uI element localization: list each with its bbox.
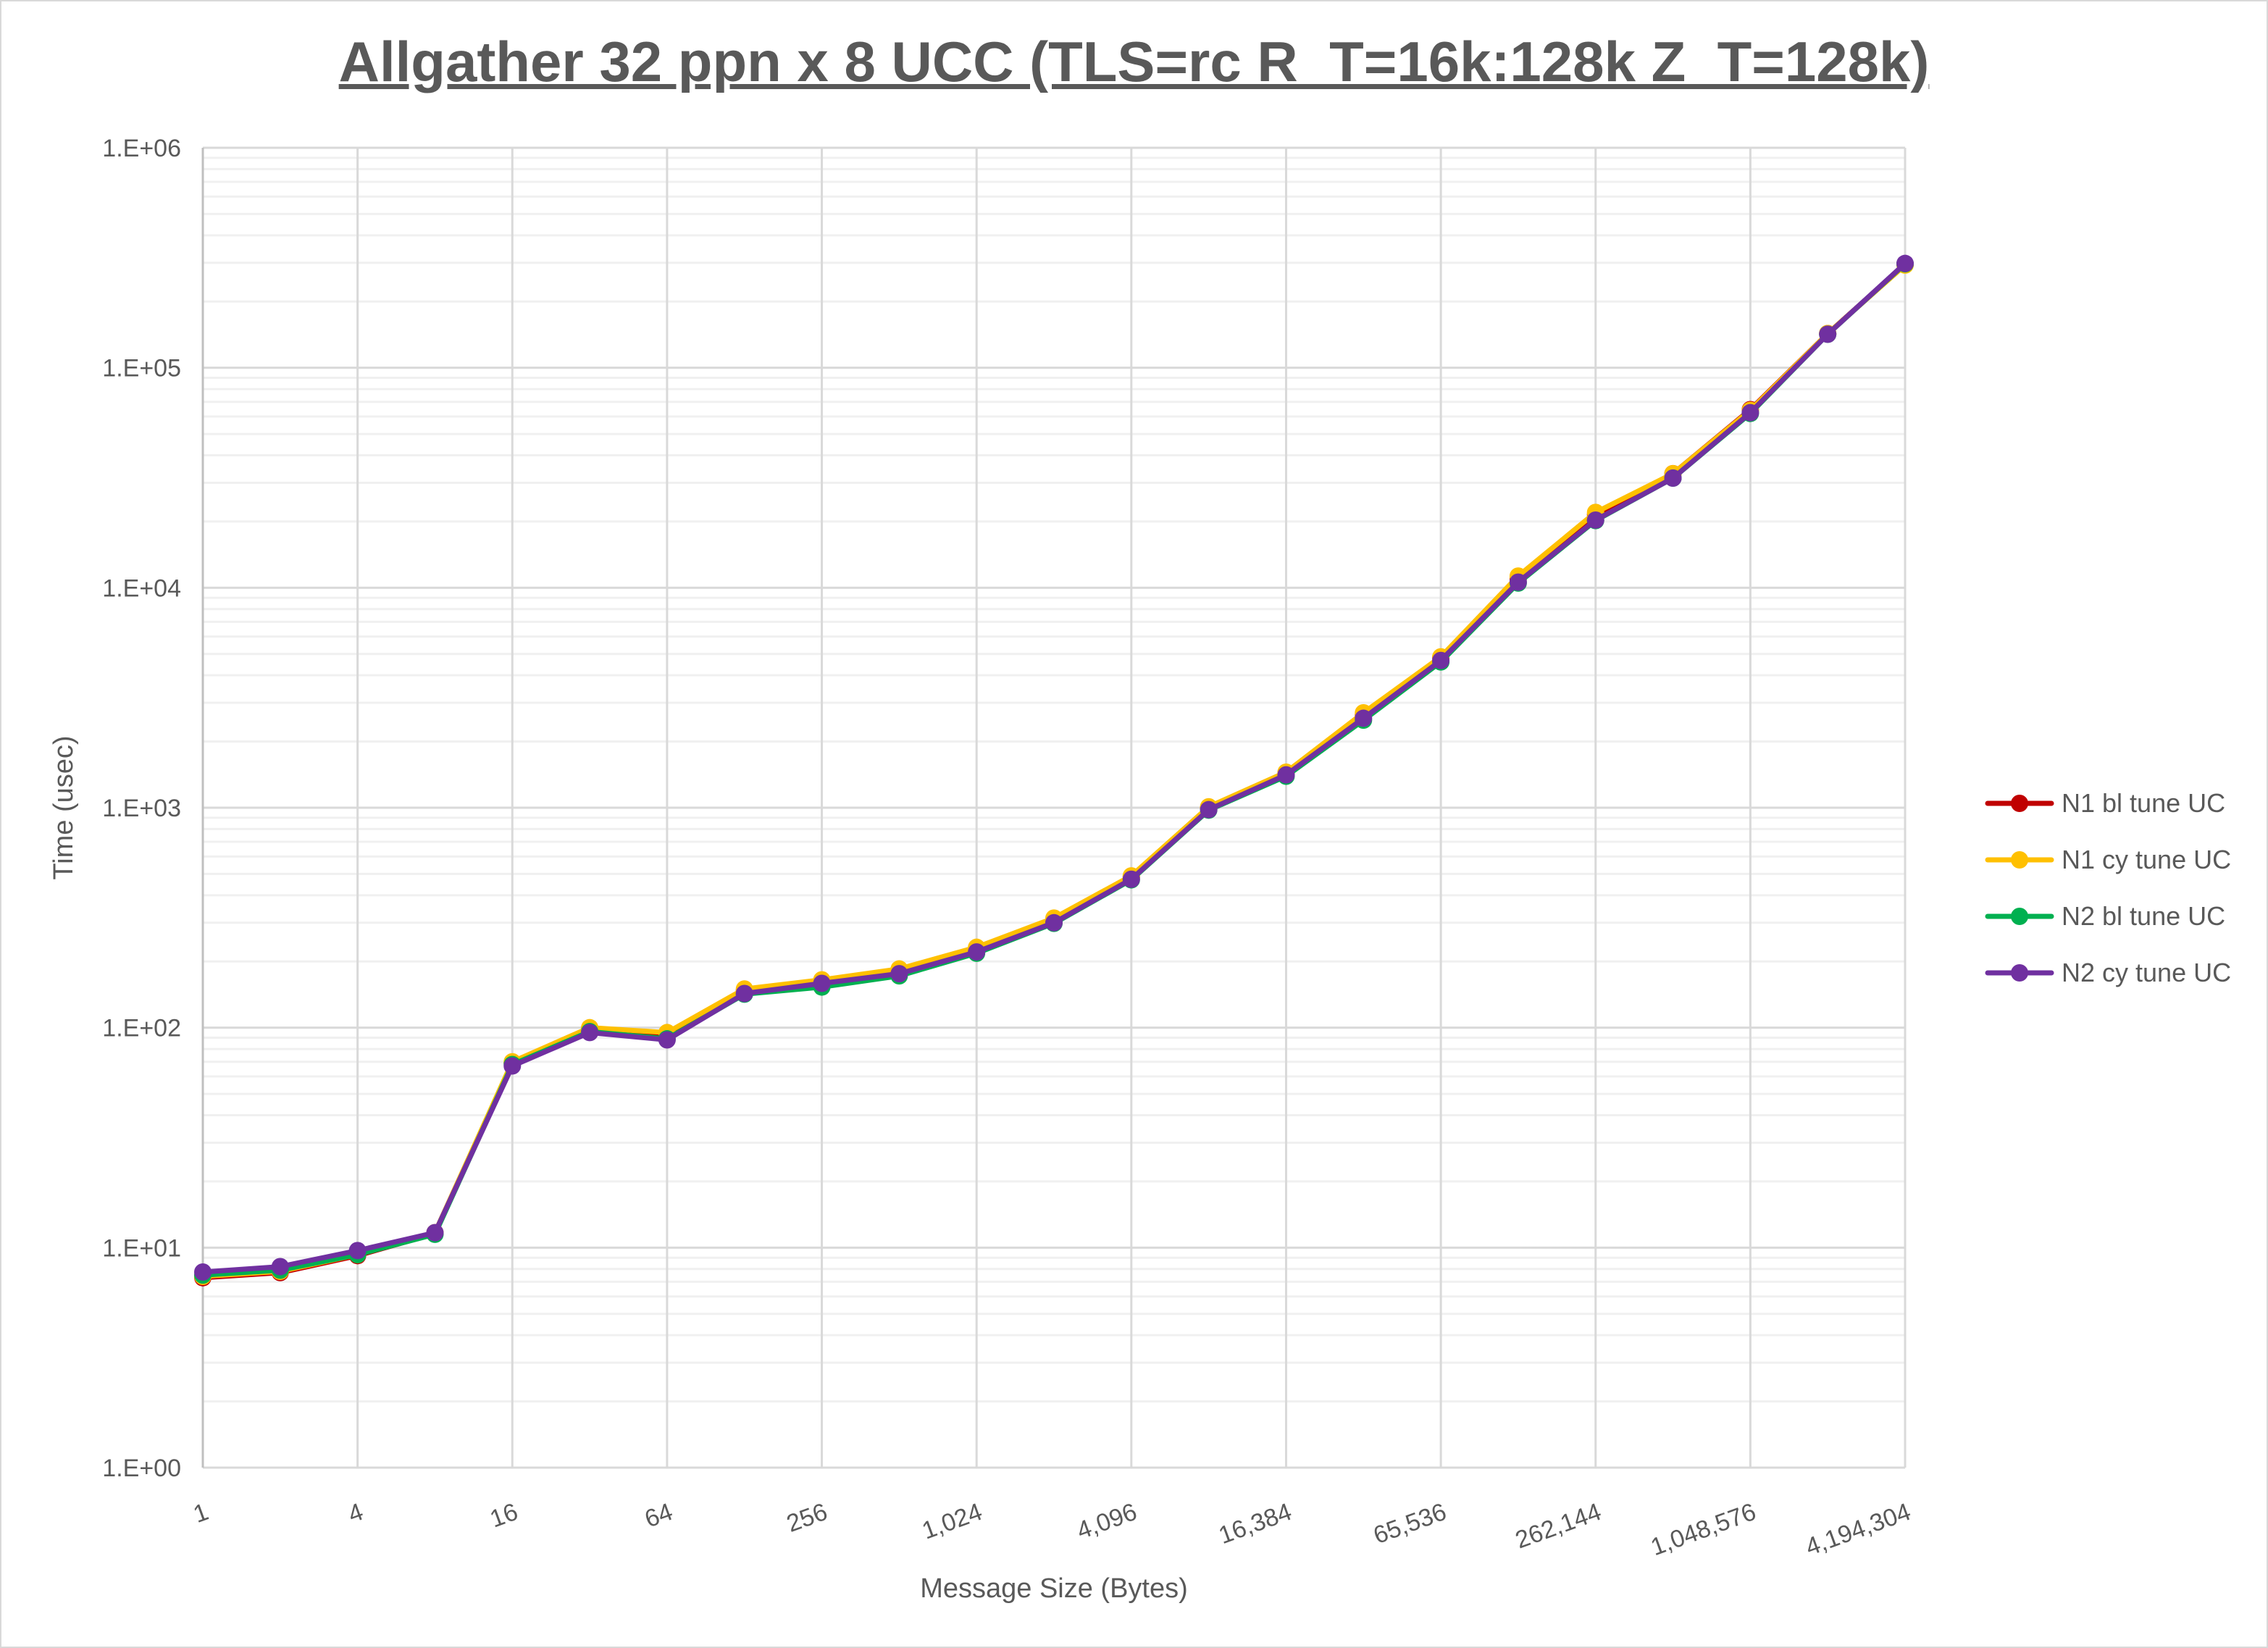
legend-item: N2 bl tune UC — [1985, 888, 2231, 945]
series-line — [202, 262, 1907, 1275]
x-axis-label: Message Size (Bytes) — [920, 1573, 1188, 1604]
legend-item: N1 cy tune UC — [1985, 832, 2231, 888]
y-tick-label: 1.E+02 — [102, 1015, 181, 1042]
legend-marker-icon — [1985, 851, 2054, 869]
x-tick-label: 1 — [190, 1498, 212, 1528]
data-point — [1664, 469, 1682, 488]
y-tick-label: 1.E+04 — [102, 574, 181, 602]
legend-label: N1 cy tune UC — [2062, 845, 2232, 874]
data-point — [1741, 403, 1759, 422]
x-tick-label: 1,024 — [919, 1498, 986, 1545]
y-tick-label: 1.E+01 — [102, 1234, 181, 1262]
data-point — [1355, 709, 1373, 727]
legend-marker-icon — [1985, 908, 2054, 925]
data-point — [658, 1031, 676, 1049]
data-point — [581, 1024, 599, 1042]
chart-title: Allgather 32 ppn x 8 UCC (TLS=rc R_T=16k… — [338, 30, 1930, 93]
x-tick-label: 262,144 — [1512, 1498, 1604, 1555]
legend-label: N2 cy tune UC — [2062, 958, 2232, 987]
y-tick-label: 1.E+00 — [102, 1455, 181, 1482]
series-line — [202, 262, 1907, 1278]
series-n2-bl-tune-uc — [194, 255, 1914, 1284]
legend-label: N2 bl tune UC — [2062, 901, 2226, 931]
data-point — [968, 943, 986, 961]
data-point — [503, 1057, 522, 1075]
data-point — [735, 984, 753, 1003]
data-point — [271, 1258, 289, 1276]
legend-marker-icon — [1985, 795, 2054, 812]
x-tick-label: 64 — [641, 1498, 677, 1534]
data-point — [890, 965, 908, 983]
x-tick-label: 4 — [345, 1498, 367, 1528]
x-tick-label: 1,048,576 — [1647, 1498, 1759, 1561]
x-tick-label: 65,536 — [1370, 1498, 1450, 1549]
data-point — [1045, 913, 1063, 932]
series-n1-cy-tune-uc — [194, 256, 1914, 1286]
x-tick-label: 16 — [486, 1498, 522, 1534]
legend-label: N1 bl tune UC — [2062, 788, 2226, 818]
legend-marker-icon — [1985, 964, 2054, 982]
x-tick-label: 4,096 — [1074, 1498, 1141, 1545]
y-tick-label: 1.E+03 — [102, 795, 181, 822]
data-point — [813, 974, 831, 992]
data-point — [1509, 573, 1527, 591]
data-point — [1277, 766, 1295, 784]
data-point — [194, 1263, 212, 1281]
series-n1-bl-tune-uc — [194, 255, 1914, 1287]
x-tick-label: 4,194,304 — [1802, 1498, 1915, 1561]
data-point — [1819, 325, 1837, 343]
legend-item: N2 cy tune UC — [1985, 945, 2231, 1001]
legend: N1 bl tune UC N1 cy tune UC N2 bl tune UC N… — [1985, 775, 2231, 1001]
legend-item: N1 bl tune UC — [1985, 775, 2231, 832]
y-axis-label: Time (usec) — [49, 735, 79, 879]
data-point — [1896, 254, 1914, 272]
y-tick-label: 1.E+05 — [102, 355, 181, 382]
y-tick-label: 1.E+06 — [102, 135, 181, 162]
x-tick-label: 256 — [783, 1498, 831, 1538]
data-point — [1122, 870, 1140, 888]
data-point — [1432, 651, 1450, 669]
data-point — [1586, 511, 1604, 529]
data-point — [348, 1242, 367, 1260]
series-n2-cy-tune-uc — [194, 254, 1914, 1281]
x-tick-label: 16,384 — [1215, 1498, 1295, 1549]
data-point — [1200, 800, 1218, 819]
data-point — [426, 1224, 444, 1242]
